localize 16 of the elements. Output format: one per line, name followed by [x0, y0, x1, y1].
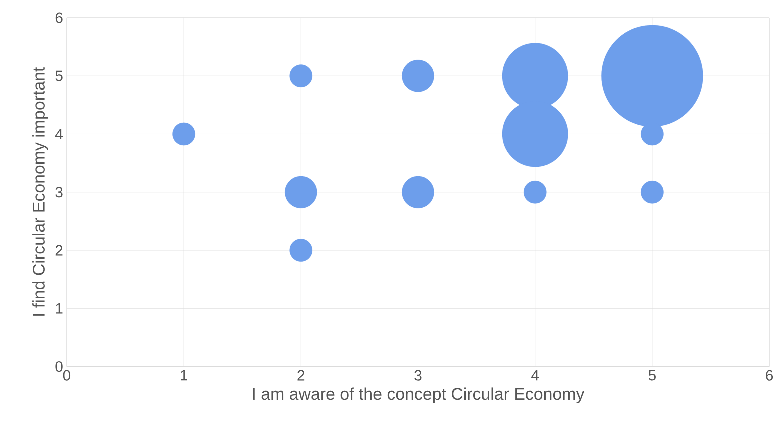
y-tick-label: 2 — [56, 245, 63, 256]
x-tick-label: 4 — [532, 370, 540, 381]
x-tick-label: 3 — [414, 370, 422, 381]
x-axis-title: I am aware of the concept Circular Economy — [253, 388, 585, 404]
x-tick-label: 5 — [648, 370, 656, 381]
x-tick-label: 6 — [766, 370, 774, 381]
y-tick-label: 4 — [55, 129, 64, 140]
x-tick-label: 0 — [63, 370, 71, 381]
x-tick-label: 1 — [181, 370, 188, 381]
x-tick-label: 2 — [298, 370, 305, 381]
y-tick-label: 0 — [56, 362, 63, 372]
y-tick-label: 3 — [56, 187, 63, 198]
y-tick-label: 1 — [56, 304, 63, 314]
y-axis-title: I find Circular Economy important — [32, 68, 48, 316]
y-tick-label: 6 — [56, 12, 63, 24]
y-tick-label: 5 — [56, 71, 63, 82]
